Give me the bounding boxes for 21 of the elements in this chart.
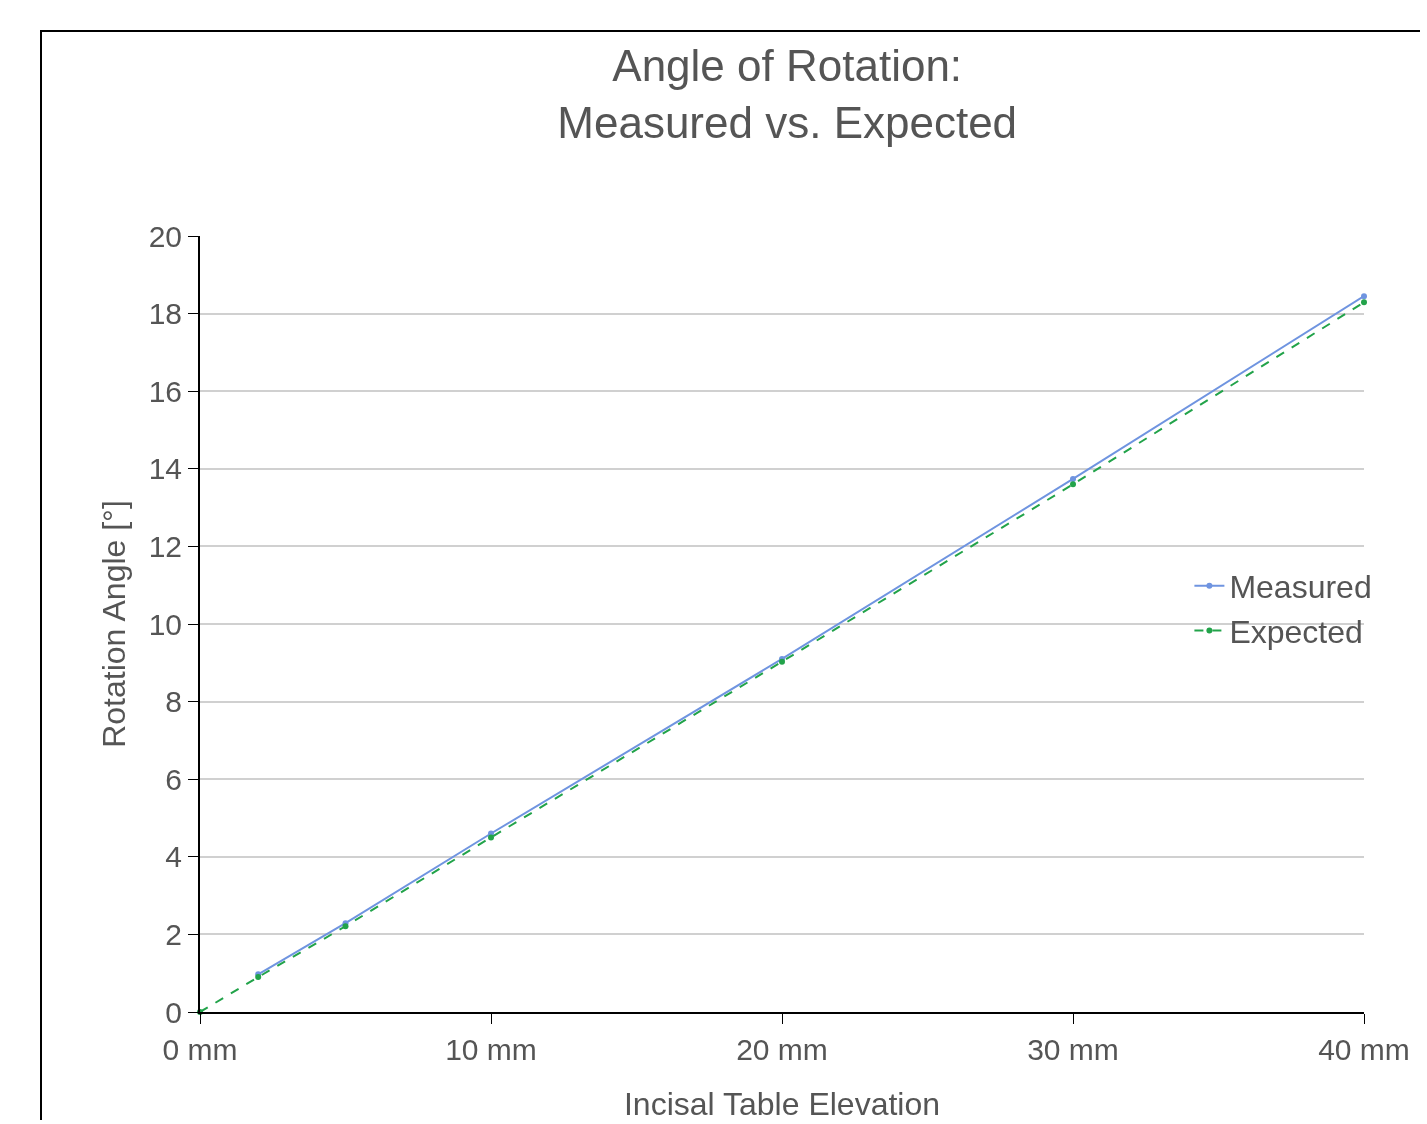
y-axis-title: Rotation Angle [°]: [96, 500, 132, 748]
y-tick-label: 12: [148, 529, 182, 563]
y-tick-label: 4: [165, 840, 182, 874]
y-tick-label: 6: [165, 762, 182, 796]
x-tick-label: 20 mm: [736, 1033, 828, 1066]
y-tick-label: 0: [165, 995, 182, 1029]
x-tick-label: 0 mm: [162, 1033, 238, 1066]
y-tick-label: 10: [148, 607, 182, 641]
y-tick-label: 8: [165, 685, 182, 719]
y-tick-label: 18: [148, 297, 182, 331]
chart-title: Angle of Rotation: Measured vs. Expected: [557, 41, 1018, 148]
y-tick-label: 2: [165, 917, 182, 951]
legend-label: Measured: [1229, 569, 1372, 606]
x-axis-title: Incisal Table Elevation: [623, 1086, 941, 1122]
x-tick-label: 30 mm: [1027, 1033, 1119, 1066]
legend-label: Expected: [1229, 613, 1363, 650]
y-tick-label: 20: [148, 219, 182, 253]
x-tick-label: 10 mm: [445, 1033, 537, 1066]
y-tick-label: 16: [148, 374, 182, 408]
x-tick-label: 40 mm: [1318, 1033, 1410, 1066]
y-tick-label: 14: [148, 452, 182, 486]
